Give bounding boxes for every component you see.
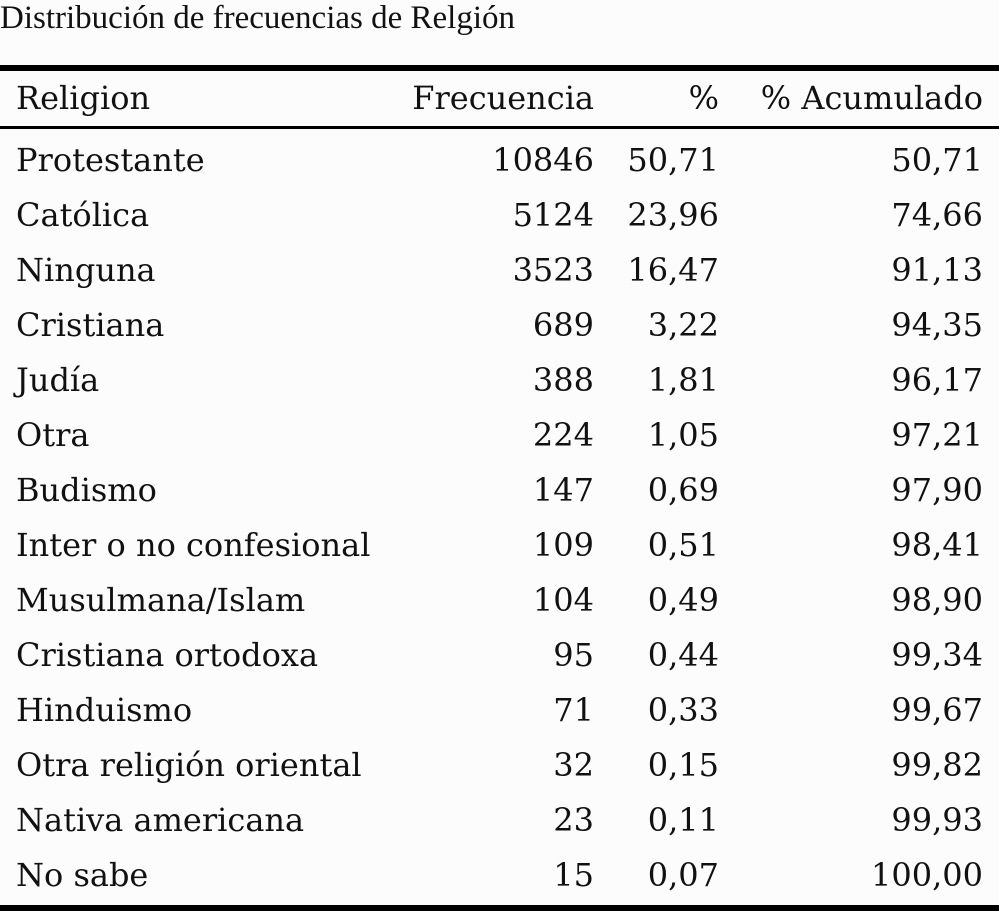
cell-percent: 23,96: [627, 196, 719, 234]
cell-percent: 0,07: [647, 856, 719, 894]
table-row: Judía 388 1,81 96,17: [0, 353, 999, 408]
cell-cumulative: 91,13: [891, 251, 983, 289]
header-cumulative: % Acumulado: [760, 79, 983, 117]
cell-cumulative: 98,41: [891, 526, 983, 564]
cell-religion: Ninguna: [16, 251, 156, 289]
table-row: Nativa americana 23 0,11 99,93: [0, 793, 999, 848]
table-body: Protestante 10846 50,71 50,71 Católica 5…: [0, 129, 999, 905]
table-row: Musulmana/Islam 104 0,49 98,90: [0, 573, 999, 628]
header-frecuencia: Frecuencia: [412, 79, 594, 117]
cell-frecuencia: 95: [553, 636, 594, 674]
cell-frecuencia: 104: [532, 581, 594, 619]
cell-religion: Cristiana ortodoxa: [16, 636, 319, 674]
cell-percent: 0,49: [647, 581, 719, 619]
cell-percent: 1,05: [647, 416, 719, 454]
cell-religion: Cristiana: [16, 306, 165, 344]
cell-religion: Inter o no confesional: [16, 526, 371, 564]
cell-frecuencia: 224: [532, 416, 594, 454]
cell-percent: 1,81: [647, 361, 719, 399]
cell-religion: Protestante: [16, 141, 205, 179]
cell-religion: Musulmana/Islam: [16, 581, 306, 619]
cell-percent: 0,69: [647, 471, 719, 509]
table-row: Cristiana 689 3,22 94,35: [0, 298, 999, 353]
table-row: Cristiana ortodoxa 95 0,44 99,34: [0, 628, 999, 683]
cell-percent: 0,15: [647, 746, 719, 784]
cell-cumulative: 99,67: [891, 691, 983, 729]
cell-frecuencia: 5124: [512, 196, 594, 234]
cell-cumulative: 97,21: [891, 416, 983, 454]
cell-religion: Católica: [16, 196, 150, 234]
table-row: Otra 224 1,05 97,21: [0, 408, 999, 463]
cell-cumulative: 97,90: [891, 471, 983, 509]
cell-frecuencia: 3523: [512, 251, 594, 289]
header-percent: %: [688, 79, 719, 117]
cell-frecuencia: 109: [532, 526, 594, 564]
table-row: No sabe 15 0,07 100,00: [0, 848, 999, 903]
cell-religion: Nativa americana: [16, 801, 305, 839]
cell-percent: 0,44: [647, 636, 719, 674]
cell-cumulative: 94,35: [891, 306, 983, 344]
cell-cumulative: 100,00: [871, 856, 983, 894]
cell-percent: 3,22: [647, 306, 719, 344]
table-row: Otra religión oriental 32 0,15 99,82: [0, 738, 999, 793]
cell-religion: Hinduismo: [16, 691, 193, 729]
table-caption: Distribución de frecuencias de Relgión: [0, 0, 515, 36]
cell-cumulative: 96,17: [891, 361, 983, 399]
cell-religion: Judía: [16, 361, 100, 399]
cell-frecuencia: 15: [553, 856, 594, 894]
cell-frecuencia: 23: [553, 801, 594, 839]
cell-percent: 50,71: [627, 141, 719, 179]
cell-religion: Budismo: [16, 471, 157, 509]
table-row: Inter o no confesional 109 0,51 98,41: [0, 518, 999, 573]
cell-cumulative: 99,34: [891, 636, 983, 674]
cell-frecuencia: 388: [532, 361, 594, 399]
table-row: Protestante 10846 50,71 50,71: [0, 133, 999, 188]
cell-religion: No sabe: [16, 856, 149, 894]
header-rule: [0, 126, 999, 129]
cell-cumulative: 50,71: [891, 141, 983, 179]
cell-cumulative: 99,82: [891, 746, 983, 784]
cell-frecuencia: 32: [553, 746, 594, 784]
cell-cumulative: 74,66: [891, 196, 983, 234]
table-row: Católica 5124 23,96 74,66: [0, 188, 999, 243]
cell-cumulative: 99,93: [891, 801, 983, 839]
top-rule: [0, 65, 999, 71]
cell-religion: Otra religión oriental: [16, 746, 362, 784]
table-row: Hinduismo 71 0,33 99,67: [0, 683, 999, 738]
cell-frecuencia: 71: [553, 691, 594, 729]
cell-frecuencia: 689: [532, 306, 594, 344]
frequency-table: Religion Frecuencia % % Acumulado Protes…: [0, 65, 999, 911]
cell-percent: 0,11: [647, 801, 719, 839]
cell-frecuencia: 10846: [492, 141, 594, 179]
cell-frecuencia: 147: [532, 471, 594, 509]
header-row: Religion Frecuencia % % Acumulado: [0, 71, 999, 126]
cell-religion: Otra: [16, 416, 90, 454]
table-row: Budismo 147 0,69 97,90: [0, 463, 999, 518]
header-religion: Religion: [16, 79, 151, 117]
table-row: Ninguna 3523 16,47 91,13: [0, 243, 999, 298]
cell-cumulative: 98,90: [891, 581, 983, 619]
cell-percent: 0,51: [647, 526, 719, 564]
cell-percent: 0,33: [647, 691, 719, 729]
cell-percent: 16,47: [627, 251, 719, 289]
